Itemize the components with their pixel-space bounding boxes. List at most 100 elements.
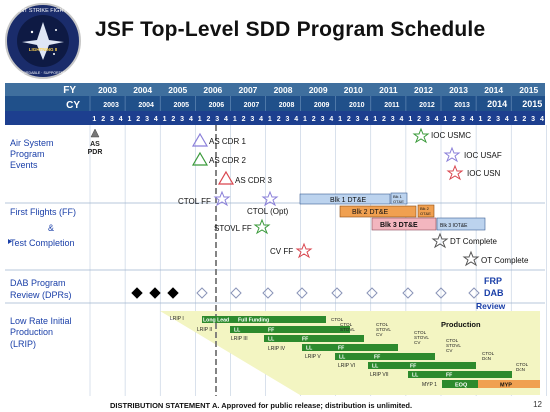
lrip-variant-labels: CTOL CTOL STOVL CTOL STOVL CV CTOL STOVL… bbox=[331, 317, 529, 372]
myp1-label: MYP 1 bbox=[422, 382, 437, 388]
quarter-bar-lead bbox=[5, 111, 90, 125]
blk2-ote-box bbox=[417, 204, 435, 218]
quarter-label: 1 bbox=[443, 116, 447, 123]
dab-review-planned-icon bbox=[435, 287, 447, 299]
blk2-ote-label-2: OT&E bbox=[420, 211, 431, 216]
quarter-label: 3 bbox=[531, 116, 535, 123]
quarter-label: 4 bbox=[119, 116, 123, 123]
blk1-ote-label-2: OT&E bbox=[393, 199, 404, 204]
lrip-bar-6 bbox=[368, 362, 476, 369]
dab-review-planned-icon bbox=[230, 287, 242, 299]
lrip-3-variant-1: CTOL bbox=[376, 322, 389, 327]
lrip-7-label: LRIP VII bbox=[370, 372, 389, 378]
cy-year-labels: 2003 2004 2005 2006 2007 2008 2009 2010 2011 2012… bbox=[103, 99, 542, 109]
ff-label-6: FF bbox=[446, 373, 452, 379]
as-cdr3-label: AS CDR 3 bbox=[235, 176, 272, 185]
quarter-label: 3 bbox=[356, 116, 360, 123]
row-label-lrip-1: Low Rate Initial bbox=[10, 316, 72, 326]
fy-year-label: 2003 bbox=[98, 85, 117, 95]
stovl-ff-star-icon bbox=[253, 218, 271, 235]
quarter-label: 3 bbox=[215, 116, 219, 123]
lrip-2-variant-1: CTOL bbox=[340, 322, 353, 327]
quarter-label: 2 bbox=[277, 116, 281, 123]
fy-year-label: 2010 bbox=[344, 85, 363, 95]
quarter-label: 4 bbox=[364, 116, 368, 123]
ctol-opt-star-icon bbox=[261, 190, 279, 207]
cy-year-label: 2014 bbox=[487, 99, 507, 109]
logo-text-top: JOINT STRIKE FIGHTER bbox=[12, 8, 75, 14]
lrip-2-variant-2: STOVL bbox=[340, 327, 355, 332]
quarter-label: 3 bbox=[426, 116, 430, 123]
row-label-first-flights: First Flights (FF) bbox=[10, 207, 76, 217]
myp-bar bbox=[478, 380, 540, 388]
cy-year-label: 2015 bbox=[522, 99, 542, 109]
lrip-7-variant-2: DcN bbox=[516, 367, 525, 372]
quarter-label: 4 bbox=[189, 116, 193, 123]
page-title: JSF Top-Level SDD Program Schedule bbox=[95, 18, 486, 41]
lrip-6-variant-1: CTOL bbox=[482, 351, 495, 356]
lrip-5-variant-1: CTOL bbox=[446, 338, 459, 343]
quarter-label: 2 bbox=[347, 116, 351, 123]
ll-label-4: LL bbox=[339, 355, 346, 361]
quarter-label: 3 bbox=[250, 116, 254, 123]
cy-year-label: 2008 bbox=[279, 102, 295, 109]
cy-year-label: 2006 bbox=[209, 102, 225, 109]
as-cdr2-marker-icon bbox=[191, 151, 209, 166]
frp-label-2: DAB bbox=[484, 288, 504, 298]
quarter-label: 2 bbox=[382, 116, 386, 123]
lrip-2-label: LRIP II bbox=[197, 327, 212, 333]
quarter-label: 4 bbox=[400, 116, 404, 123]
fy-label: FY bbox=[63, 85, 76, 96]
dab-review-planned-icon bbox=[468, 287, 480, 299]
ot-complete-label: OT Complete bbox=[481, 256, 529, 265]
quarter-label: 2 bbox=[487, 116, 491, 123]
cy-year-label: 2013 bbox=[454, 102, 470, 109]
quarter-label: 1 bbox=[92, 116, 96, 123]
quarter-label: 4 bbox=[505, 116, 509, 123]
ll-label-5: LL bbox=[372, 364, 379, 370]
fy-year-label: 2014 bbox=[484, 85, 503, 95]
ff-label-2: FF bbox=[302, 337, 308, 343]
quarter-label: 3 bbox=[391, 116, 395, 123]
quarter-label: 2 bbox=[417, 116, 421, 123]
lrip-4-variant-3: CV bbox=[414, 340, 421, 345]
distribution-statement: DISTRIBUTION STATEMENT A. Approved for p… bbox=[110, 401, 413, 410]
quarter-label: 2 bbox=[452, 116, 456, 123]
lrip-bar-2 bbox=[230, 326, 350, 333]
row-label-dab-1: DAB Program bbox=[10, 278, 66, 288]
quarter-label: 1 bbox=[198, 116, 202, 123]
bullet-arrow-icon bbox=[8, 239, 12, 244]
dab-review-planned-icon bbox=[402, 287, 414, 299]
ff-label-5: FF bbox=[410, 364, 416, 370]
lrip-bar-3 bbox=[264, 335, 364, 342]
blk3-dte-box bbox=[371, 217, 437, 231]
blk1-ote-label-1: Blk 1 bbox=[393, 194, 403, 199]
as-cdr1-marker-icon bbox=[191, 132, 209, 147]
ll-label-2: LL bbox=[268, 337, 275, 343]
fy-year-label: 2009 bbox=[309, 85, 328, 95]
blk1-dte-label: Blk 1 DT&E bbox=[330, 197, 367, 204]
frp-label-3: Review bbox=[476, 301, 506, 311]
blk3-iote-label: Blk 3 IOT&E bbox=[440, 223, 468, 229]
ot-complete-star-icon bbox=[462, 250, 480, 267]
row-label-air-system-2: Program bbox=[10, 149, 45, 159]
fy-year-label: 2005 bbox=[168, 85, 187, 95]
fy-year-label: 2015 bbox=[519, 85, 538, 95]
quarter-bar bbox=[90, 111, 545, 125]
quarter-label: 1 bbox=[233, 116, 237, 123]
quarter-label: 1 bbox=[479, 116, 483, 123]
quarter-label: 2 bbox=[312, 116, 316, 123]
jsf-logo-icon: JOINT STRIKE FIGHTER LIGHTNING II AFFORD… bbox=[5, 3, 81, 79]
quarter-label: 2 bbox=[101, 116, 105, 123]
logo-text-middle: LIGHTNING II bbox=[29, 47, 58, 52]
quarter-label: 3 bbox=[145, 116, 149, 123]
stovl-ff-label: STOVL FF bbox=[214, 224, 252, 233]
cy-year-label: 2005 bbox=[173, 102, 189, 109]
ff-label-4: FF bbox=[374, 355, 380, 361]
dab-review-markers bbox=[131, 287, 480, 299]
quarter-label: 1 bbox=[268, 116, 272, 123]
cy-year-label: 2010 bbox=[349, 102, 365, 109]
cy-year-label: 2012 bbox=[419, 102, 435, 109]
lrip-6-label: LRIP VI bbox=[338, 363, 355, 369]
